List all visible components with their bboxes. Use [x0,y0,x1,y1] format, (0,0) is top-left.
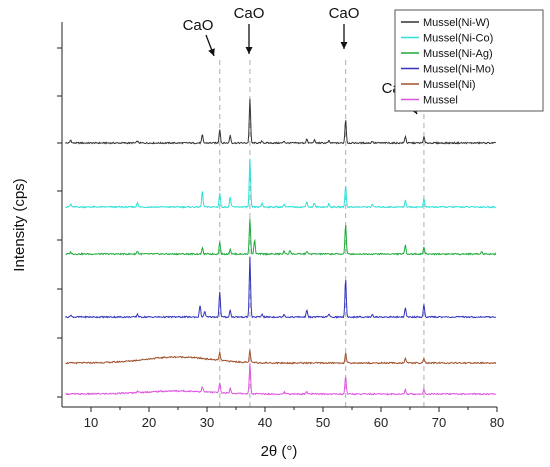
legend-label-2: Mussel(Ni-Ag) [423,48,493,60]
x-tick-label-2: 30 [200,415,214,430]
axes [61,22,497,408]
reference-lines [219,60,425,407]
legend-label-3: Mussel(Ni-Mo) [423,64,495,76]
series-line-5 [65,363,496,396]
cao-arrow-head-0 [208,48,215,56]
legend-label-1: Mussel(Ni-Co) [423,33,493,45]
x-tick-label-0: 10 [84,415,98,430]
cao-annotation-label-0: CaO [183,17,214,34]
x-tick-label-4: 50 [316,415,330,430]
x-tick-label-1: 20 [142,415,156,430]
x-axis-label: 2θ (°) [261,443,298,460]
cao-arrow-head-2 [340,42,348,49]
legend: Mussel(Ni-W) Mussel(Ni-Co) Mussel(Ni-Ag) Mu… [394,9,544,112]
series-line-3 [65,256,497,319]
y-axis-label: Intensity (cps) [11,178,28,271]
legend-box [394,9,544,112]
cao-annotation-label-1: CaO [234,5,265,22]
legend-label-5: Mussel [423,95,458,107]
x-tick-label-5: 60 [374,415,388,430]
series-lines [65,98,497,396]
y-ticks [57,47,62,398]
series-line-1 [65,158,496,209]
series-line-2 [65,218,497,256]
series-line-4 [65,349,497,365]
cao-annotation-label-2: CaO [329,5,360,22]
x-ticks: 10 20 30 40 50 60 70 80 [84,407,504,430]
x-tick-label-7: 80 [490,415,504,430]
series-line-0 [65,98,496,145]
x-tick-label-6: 70 [432,415,446,430]
legend-label-4: Mussel(Ni) [423,79,476,91]
legend-label-0: Mussel(Ni-W) [423,17,490,29]
cao-arrow-head-1 [245,47,253,54]
x-tick-label-3: 40 [258,415,272,430]
